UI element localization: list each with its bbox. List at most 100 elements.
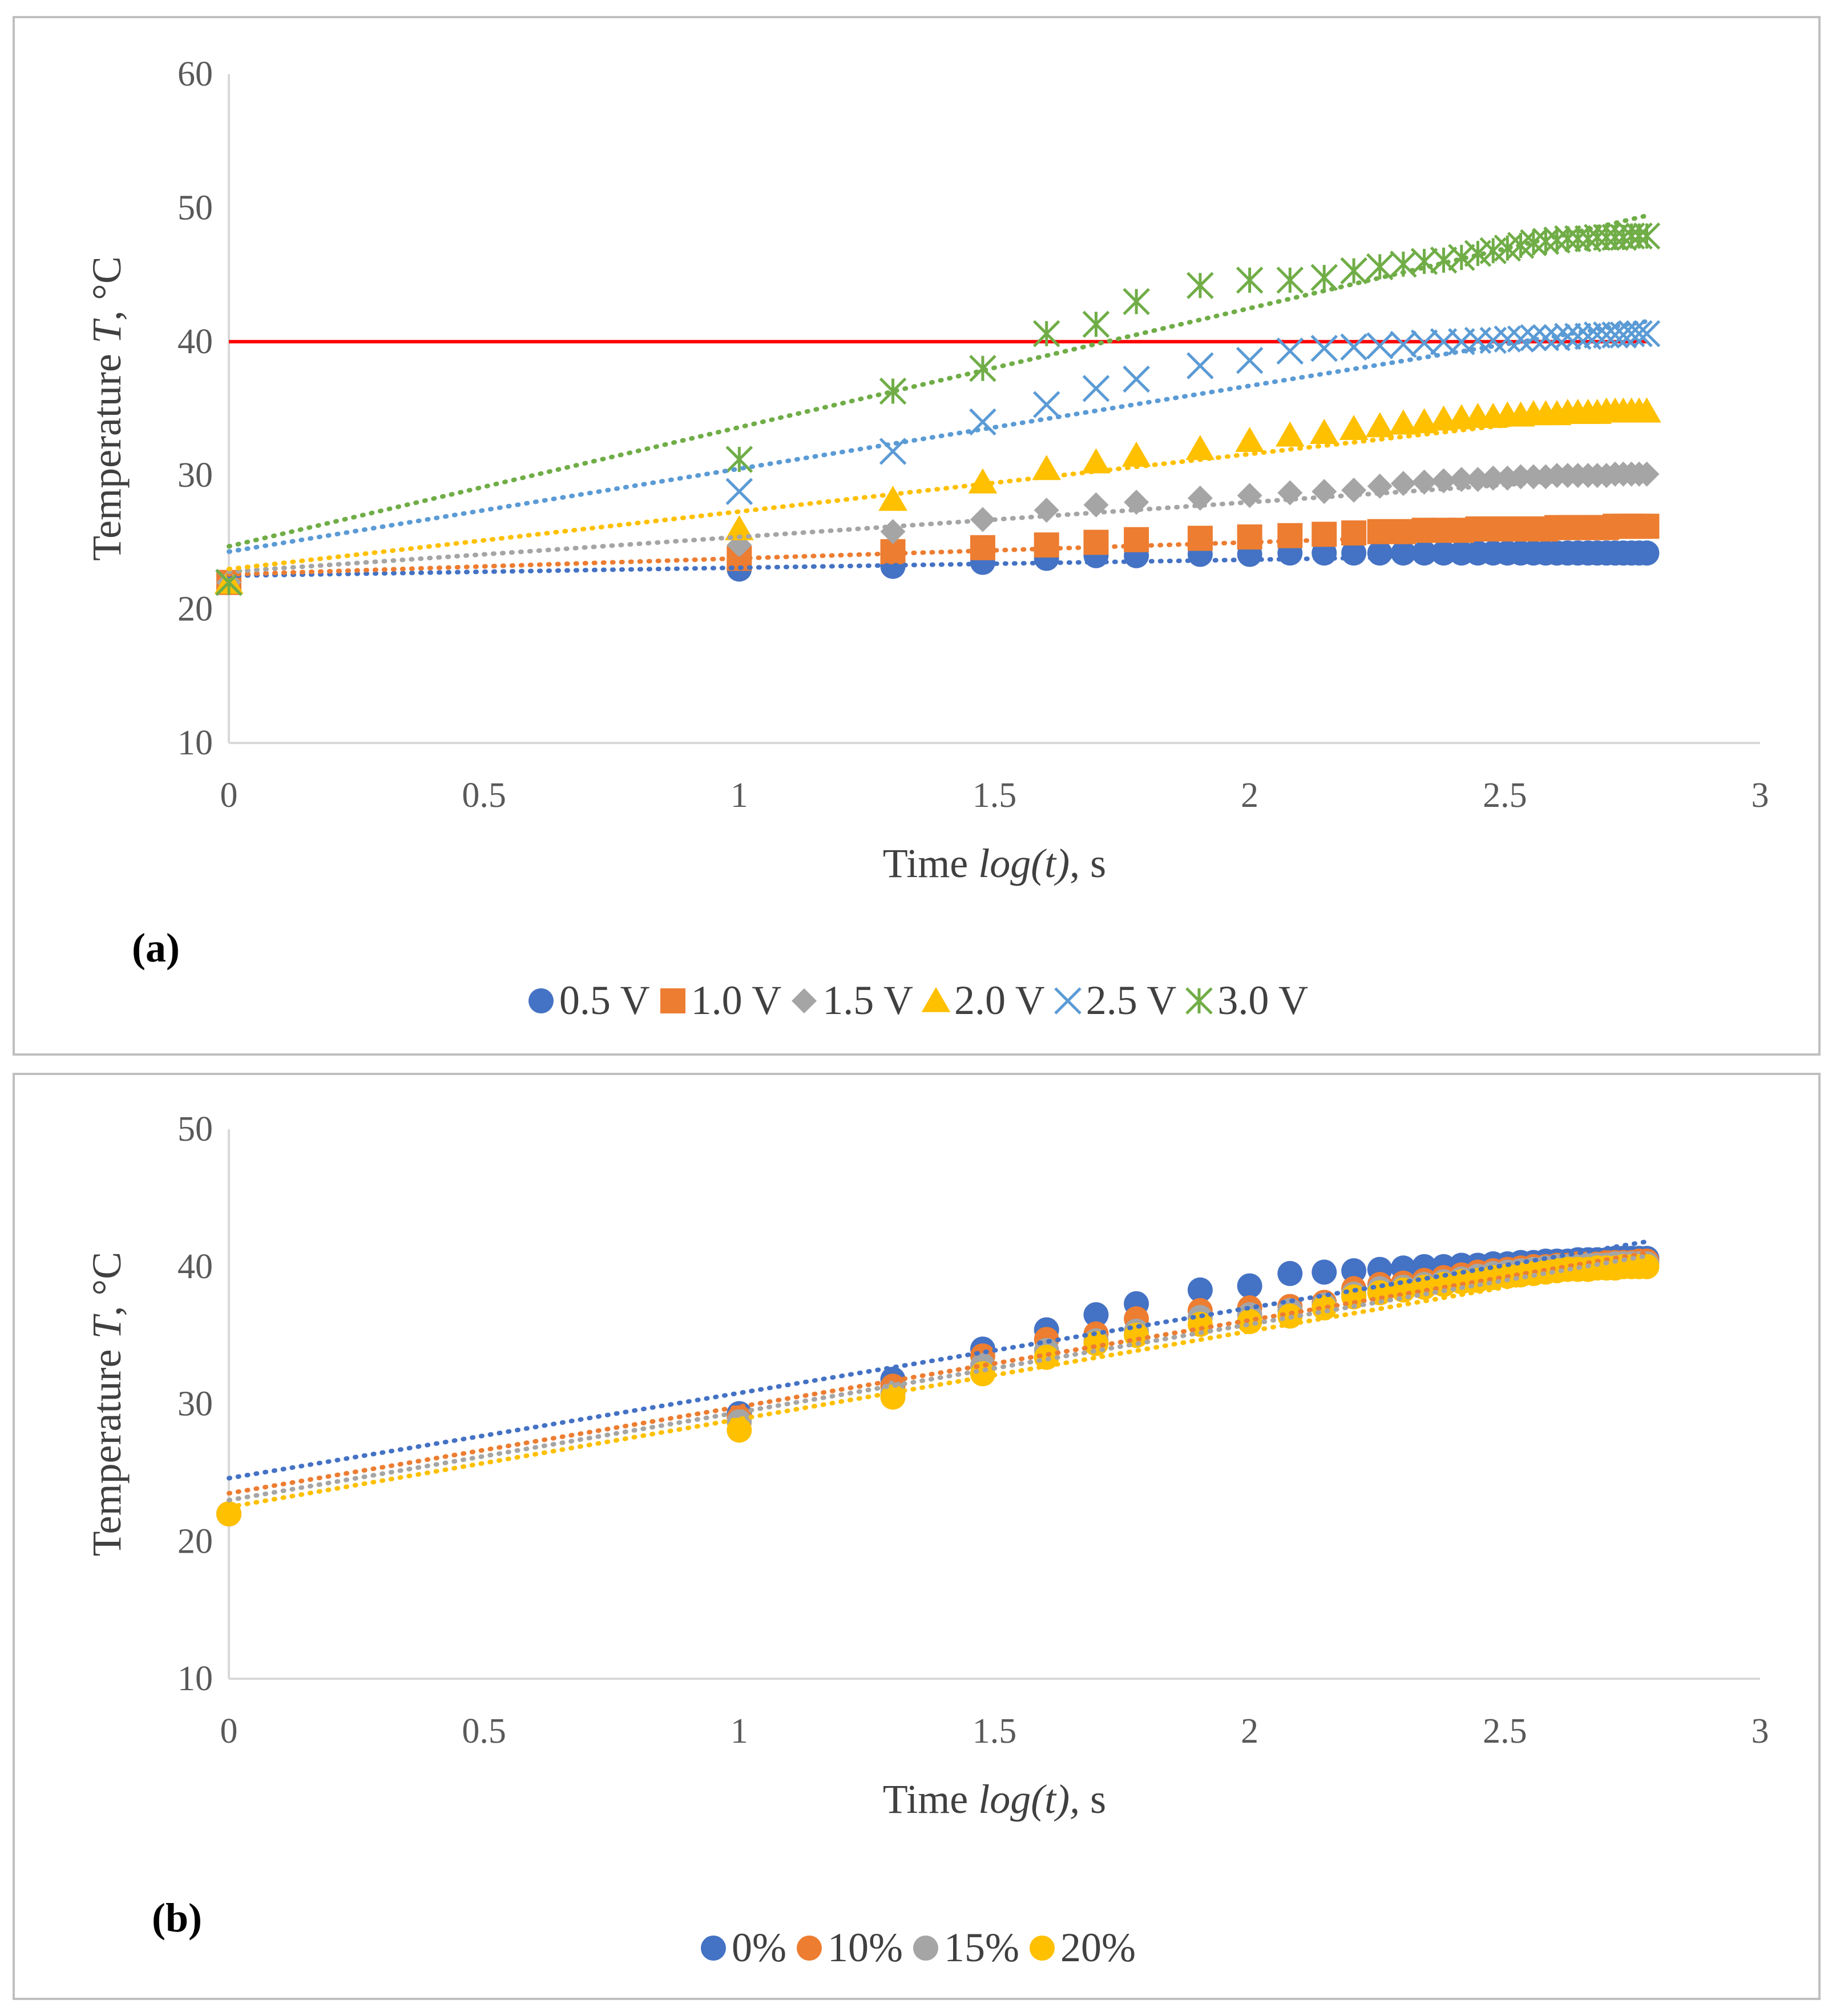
data-point [1367,540,1393,566]
legend-marker [921,987,951,1012]
data-point [970,1361,995,1387]
data-point [1032,391,1060,418]
legend-item: 10% [793,1924,903,1971]
data-point [725,446,753,473]
x-tick-label: 1 [731,1712,748,1751]
data-point [1187,486,1213,511]
legend-marker-icon [660,988,685,1013]
data-point [725,478,753,506]
legend-item: 2.0 V [920,977,1045,1024]
panel-label-b: (b) [152,1895,202,1941]
data-point [1312,479,1337,504]
data-point [1390,330,1417,358]
x-tick-label: 0.5 [462,776,506,815]
data-point [1634,1254,1660,1279]
data-point [969,354,996,382]
x-tick-label: 1.5 [973,1712,1017,1751]
data-point [1310,334,1338,362]
legend-marker-icon [797,1935,822,1961]
x-tick-label: 1.5 [973,776,1017,815]
data-point [1494,325,1522,353]
legend-label: 2.5 V [1086,977,1177,1023]
y-tick-label: 60 [177,55,213,94]
data-point [1187,1277,1213,1303]
data-point [1121,441,1151,467]
trend-line [227,472,1649,574]
legend-marker [528,988,554,1013]
data-point [1339,414,1369,440]
data-point [1634,461,1660,487]
data-point [1366,253,1394,281]
trend-line [227,319,1649,554]
y-axis-title: Temperature T, °C [84,256,130,561]
data-point [1430,247,1458,274]
data-point [1236,346,1264,374]
trend-line [227,527,1649,577]
data-point [1082,310,1110,338]
series-1-0-v [216,514,1660,595]
legend-label: 1.5 V [822,977,913,1023]
data-point [1276,337,1304,365]
data-point [1032,320,1060,348]
trend-line [227,1250,1649,1496]
data-point [880,1384,906,1410]
data-point [1187,272,1214,300]
x-tick-label: 3 [1752,776,1769,815]
data-point [879,377,907,405]
legend-marker-icon [1029,1935,1055,1961]
data-point [1431,540,1456,566]
data-point [1310,264,1338,292]
y-tick-label: 50 [177,1110,213,1149]
data-point [1082,448,1111,474]
data-point [1634,514,1660,539]
trend-line [227,407,1649,572]
legend-label: 1.0 V [691,977,782,1023]
data-point [1034,532,1059,558]
y-tick-label: 50 [177,188,213,227]
legend-marker-icon [921,987,951,1012]
data-point [1448,244,1475,271]
x-tick-label: 0 [220,776,238,815]
data-point [1083,530,1109,555]
data-point [1633,320,1661,348]
x-tick-label: 2 [1241,776,1258,815]
data-point [1187,352,1214,379]
legend-label: 15% [944,1925,1019,1970]
data-point [1633,222,1661,250]
data-point [1365,412,1395,438]
data-point [1625,320,1653,348]
data-point [1277,523,1303,548]
legend-label: 0% [732,1925,787,1970]
legend-item: 3.0 V [1183,977,1308,1024]
data-point [1034,498,1059,523]
data-point [968,468,998,494]
legend-marker [797,1935,822,1961]
legend-item: 0.5 V [525,977,650,1024]
legend-marker-icon [1185,987,1213,1015]
data-point [1185,435,1215,460]
data-point [1083,1302,1109,1328]
legend-label: 10% [828,1925,903,1970]
data-point [1235,427,1264,453]
data-point [878,486,907,511]
data-point [970,535,995,560]
data-point [1124,490,1149,515]
x-tick-label: 3 [1752,1712,1769,1751]
data-point [1507,325,1535,353]
data-point [1390,519,1416,544]
data-point [1082,375,1110,402]
chart-b-svg: 10 20 30 40 50 0 0.5 1 1.5 2 2.5 3 Time log(t), s Tem… [84,1110,1769,1822]
y-tick-label: 10 [177,724,213,762]
data-point [725,515,754,540]
data-point [1237,1273,1262,1299]
trend-line [227,1260,1649,1510]
y-tick-label: 40 [177,322,213,361]
data-point [1276,421,1305,447]
data-point [1312,522,1337,547]
data-point [1277,480,1303,506]
data-point [1520,324,1547,352]
legend-marker [913,1935,938,1961]
data-point [1277,1260,1303,1286]
legend-marker-icon [528,988,554,1013]
data-point [1554,322,1581,350]
